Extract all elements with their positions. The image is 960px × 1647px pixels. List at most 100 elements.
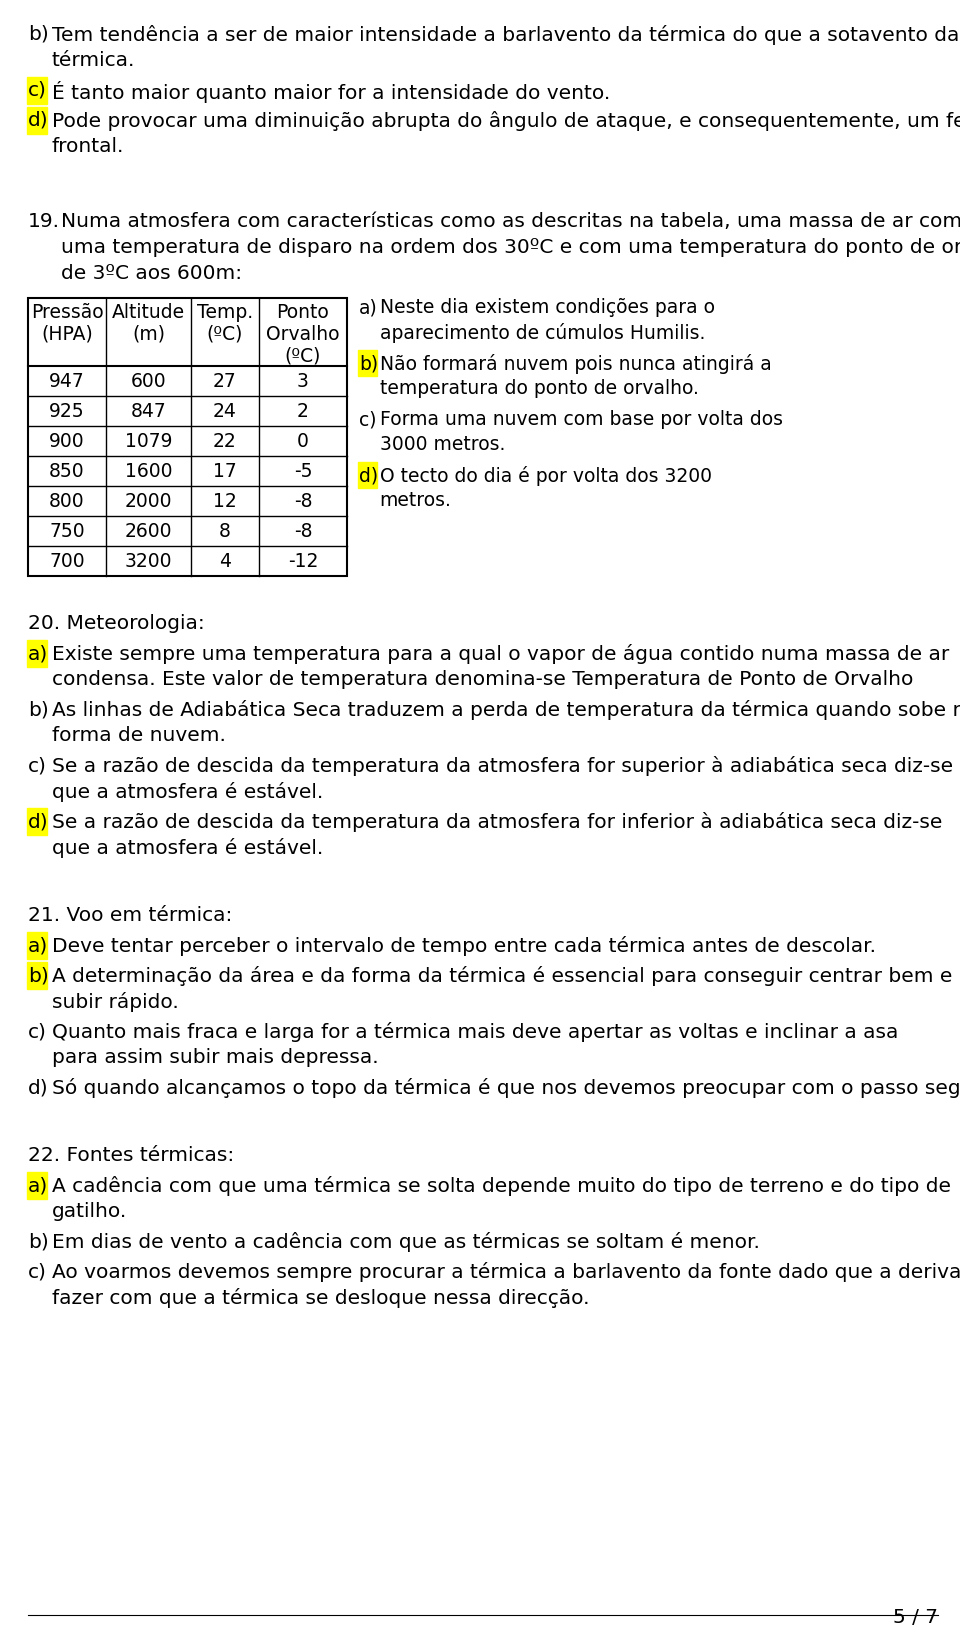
Text: que a atmosfera é estável.: que a atmosfera é estável.: [52, 838, 324, 858]
Text: 17: 17: [213, 463, 237, 481]
Text: Não formará nuvem pois nunca atingirá a: Não formará nuvem pois nunca atingirá a: [380, 354, 772, 374]
Text: b): b): [28, 967, 49, 985]
Text: -5: -5: [294, 463, 312, 481]
Text: frontal.: frontal.: [52, 137, 125, 156]
Text: de 3ºC aos 600m:: de 3ºC aos 600m:: [61, 264, 242, 283]
Text: Pode provocar uma diminuição abrupta do ângulo de ataque, e consequentemente, um: Pode provocar uma diminuição abrupta do …: [52, 110, 960, 132]
Text: (HPA): (HPA): [41, 324, 93, 344]
Text: c): c): [28, 1023, 47, 1041]
Text: 2000: 2000: [125, 492, 172, 511]
Text: c): c): [359, 410, 376, 428]
Text: 12: 12: [213, 492, 237, 511]
Text: 27: 27: [213, 372, 237, 390]
Text: a): a): [359, 298, 377, 316]
Text: aparecimento de cúmulos Humilis.: aparecimento de cúmulos Humilis.: [380, 323, 705, 343]
Text: a): a): [28, 935, 48, 955]
Text: -8: -8: [294, 522, 312, 540]
Text: 21. Voo em térmica:: 21. Voo em térmica:: [28, 906, 232, 926]
Text: 847: 847: [131, 402, 166, 422]
FancyBboxPatch shape: [27, 1173, 47, 1199]
Text: d): d): [28, 812, 49, 832]
Text: metros.: metros.: [380, 491, 451, 511]
Text: A cadência com que uma térmica se solta depende muito do tipo de terreno e do ti: A cadência com que uma térmica se solta …: [52, 1176, 951, 1196]
Text: Quanto mais fraca e larga for a térmica mais deve apertar as voltas e inclinar a: Quanto mais fraca e larga for a térmica …: [52, 1023, 899, 1043]
Text: forma de nuvem.: forma de nuvem.: [52, 726, 226, 744]
Text: d): d): [28, 110, 49, 130]
Text: 1079: 1079: [125, 432, 172, 451]
Text: a): a): [28, 1176, 48, 1196]
Text: A determinação da área e da forma da térmica é essencial para conseguir centrar : A determinação da área e da forma da tér…: [52, 967, 952, 987]
Text: 800: 800: [49, 492, 84, 511]
Text: 925: 925: [49, 402, 84, 422]
Text: temperatura do ponto de orvalho.: temperatura do ponto de orvalho.: [380, 379, 699, 399]
Text: Ponto: Ponto: [276, 303, 329, 323]
Text: 947: 947: [49, 372, 84, 390]
Text: 19.: 19.: [28, 212, 60, 231]
Text: d): d): [359, 466, 378, 484]
Text: condensa. Este valor de temperatura denomina-se Temperatura de Ponto de Orvalho: condensa. Este valor de temperatura deno…: [52, 670, 913, 688]
Text: d): d): [28, 1079, 49, 1097]
Text: (ºC): (ºC): [285, 348, 322, 366]
FancyBboxPatch shape: [358, 351, 376, 376]
Text: Temp.: Temp.: [197, 303, 253, 323]
Text: 3200: 3200: [125, 552, 172, 572]
Text: térmica.: térmica.: [52, 51, 135, 71]
Text: b): b): [359, 354, 378, 372]
Text: Forma uma nuvem com base por volta dos: Forma uma nuvem com base por volta dos: [380, 410, 782, 428]
Text: 0: 0: [297, 432, 309, 451]
Text: a): a): [28, 644, 48, 664]
Text: -8: -8: [294, 492, 312, 511]
Bar: [28, 298, 347, 576]
FancyBboxPatch shape: [27, 77, 47, 104]
Text: Só quando alcançamos o topo da térmica é que nos devemos preocupar com o passo s: Só quando alcançamos o topo da térmica é…: [52, 1079, 960, 1099]
FancyBboxPatch shape: [27, 962, 47, 988]
Text: b): b): [28, 25, 49, 44]
Text: 24: 24: [213, 402, 237, 422]
Text: 600: 600: [131, 372, 166, 390]
Text: gatilho.: gatilho.: [52, 1202, 128, 1220]
Text: c): c): [28, 81, 47, 100]
FancyBboxPatch shape: [27, 641, 47, 667]
Text: 22: 22: [213, 432, 237, 451]
Text: Existe sempre uma temperatura para a qual o vapor de água contido numa massa de : Existe sempre uma temperatura para a qua…: [52, 644, 949, 664]
Text: 900: 900: [49, 432, 84, 451]
Text: Tem tendência a ser de maior intensidade a barlavento da térmica do que a sotave: Tem tendência a ser de maior intensidade…: [52, 25, 959, 44]
Text: 2600: 2600: [125, 522, 172, 540]
Text: b): b): [28, 1232, 49, 1252]
Text: para assim subir mais depressa.: para assim subir mais depressa.: [52, 1047, 378, 1067]
Text: 1600: 1600: [125, 463, 172, 481]
Text: Ao voarmos devemos sempre procurar a térmica a barlavento da fonte dado que a de: Ao voarmos devemos sempre procurar a tér…: [52, 1262, 960, 1281]
Text: Orvalho: Orvalho: [266, 324, 340, 344]
FancyBboxPatch shape: [27, 809, 47, 835]
Text: c): c): [28, 1262, 47, 1281]
Text: que a atmosfera é estável.: que a atmosfera é estável.: [52, 782, 324, 802]
Text: 3000 metros.: 3000 metros.: [380, 435, 505, 455]
Text: 750: 750: [49, 522, 84, 540]
Text: Em dias de vento a cadência com que as térmicas se soltam é menor.: Em dias de vento a cadência com que as t…: [52, 1232, 760, 1252]
Text: Pressão: Pressão: [31, 303, 104, 323]
Text: uma temperatura de disparo na ordem dos 30ºC e com uma temperatura do ponto de o: uma temperatura de disparo na ordem dos …: [61, 239, 960, 257]
Text: 700: 700: [49, 552, 84, 572]
Text: Numa atmosfera com características como as descritas na tabela, uma massa de ar : Numa atmosfera com características como …: [61, 212, 960, 231]
FancyBboxPatch shape: [27, 932, 47, 959]
Text: (ºC): (ºC): [206, 324, 243, 344]
Text: b): b): [28, 700, 49, 720]
Text: 4: 4: [219, 552, 231, 572]
Text: 20. Meteorologia:: 20. Meteorologia:: [28, 614, 204, 632]
Text: O tecto do dia é por volta dos 3200: O tecto do dia é por volta dos 3200: [380, 466, 711, 486]
Text: As linhas de Adiabática Seca traduzem a perda de temperatura da térmica quando s: As linhas de Adiabática Seca traduzem a …: [52, 700, 960, 720]
FancyBboxPatch shape: [27, 107, 47, 133]
Text: (m): (m): [132, 324, 165, 344]
Text: -12: -12: [288, 552, 318, 572]
Text: Altitude: Altitude: [112, 303, 185, 323]
Text: Neste dia existem condições para o: Neste dia existem condições para o: [380, 298, 715, 316]
Text: 22. Fontes térmicas:: 22. Fontes térmicas:: [28, 1146, 234, 1164]
Text: c): c): [28, 756, 47, 776]
Text: 5 / 7: 5 / 7: [893, 1607, 938, 1627]
Text: 8: 8: [219, 522, 231, 540]
Text: fazer com que a térmica se desloque nessa direcção.: fazer com que a térmica se desloque ness…: [52, 1288, 589, 1308]
Text: 850: 850: [49, 463, 84, 481]
Text: Se a razão de descida da temperatura da atmosfera for superior à adiabática seca: Se a razão de descida da temperatura da …: [52, 756, 953, 776]
Text: É tanto maior quanto maior for a intensidade do vento.: É tanto maior quanto maior for a intensi…: [52, 81, 611, 104]
FancyBboxPatch shape: [358, 463, 376, 488]
